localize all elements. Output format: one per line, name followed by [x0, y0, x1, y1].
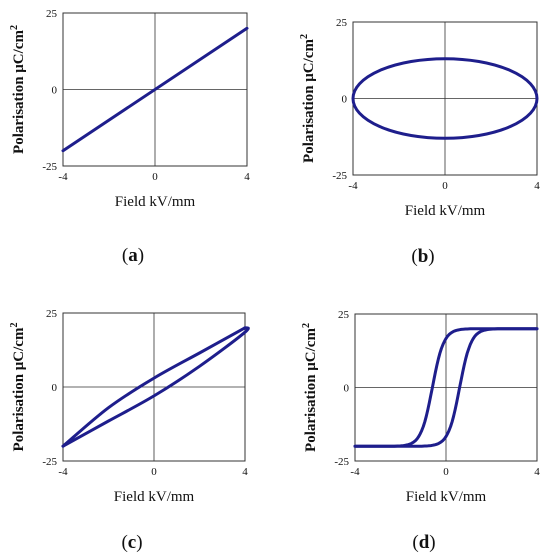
y-tick-label: 25 — [46, 8, 58, 20]
series-line — [61, 26, 249, 153]
y-tick-label: 25 — [338, 309, 350, 321]
x-tick-label: 4 — [534, 180, 540, 192]
x-tick-label: 4 — [242, 466, 248, 478]
x-tick-label: -4 — [348, 180, 358, 192]
x-axis-label: Field kV/mm — [114, 489, 195, 505]
x-tick-label: 0 — [443, 466, 449, 478]
series-line — [61, 326, 250, 448]
chart-panel-c: -4 0 4 25 0 -25 Field kV/mm Polarisation μC/cm2… — [9, 308, 250, 553]
x-tick-label: -4 — [350, 466, 360, 478]
y-tick-label: -25 — [42, 161, 57, 173]
y-tick-label: 0 — [52, 382, 58, 394]
x-tick-label: -4 — [58, 171, 68, 183]
x-tick-label: 0 — [151, 466, 157, 478]
x-tick-label: 4 — [244, 171, 250, 183]
x-tick-label: 0 — [442, 180, 448, 192]
panel-label: (b) — [411, 246, 434, 267]
panel-label: (a) — [122, 245, 144, 266]
chart-panel-b: -4 0 4 25 0 -25 Field kV/mm Polarisation μC/cm2… — [299, 17, 540, 267]
x-axis-label: Field kV/mm — [406, 489, 487, 505]
panel-label: (c) — [121, 532, 142, 553]
y-tick-label: 0 — [342, 94, 348, 106]
series-line — [61, 326, 247, 448]
chart-panel-d: -4 0 4 25 0 -25 Field kV/mm Polarisation μC/cm2… — [301, 309, 540, 553]
x-tick-label: 4 — [534, 466, 540, 478]
y-axis-label: Polarisation μC/cm2 — [9, 25, 27, 154]
y-axis-label: Polarisation μC/cm2 — [9, 323, 27, 452]
x-axis-label: Field kV/mm — [115, 194, 196, 210]
x-tick-label: -4 — [58, 466, 68, 478]
y-tick-label: 0 — [52, 85, 58, 97]
x-tick-label: 0 — [152, 171, 158, 183]
y-axis-label: Polarisation μC/cm2 — [301, 323, 319, 452]
series-line — [353, 327, 539, 448]
y-tick-label: -25 — [332, 170, 347, 182]
chart-panel-a: -4 0 4 25 0 -25 Field kV/mm Polarisation μC/cm2… — [9, 8, 250, 266]
y-tick-label: 25 — [46, 308, 58, 320]
series-line — [351, 57, 539, 140]
panel-label: (d) — [412, 532, 435, 553]
y-tick-label: -25 — [334, 456, 349, 468]
y-tick-label: 0 — [344, 383, 350, 395]
y-tick-label: -25 — [42, 456, 57, 468]
y-axis-label: Polarisation μC/cm2 — [299, 34, 317, 163]
x-axis-label: Field kV/mm — [405, 203, 486, 219]
y-tick-label: 25 — [336, 17, 348, 29]
